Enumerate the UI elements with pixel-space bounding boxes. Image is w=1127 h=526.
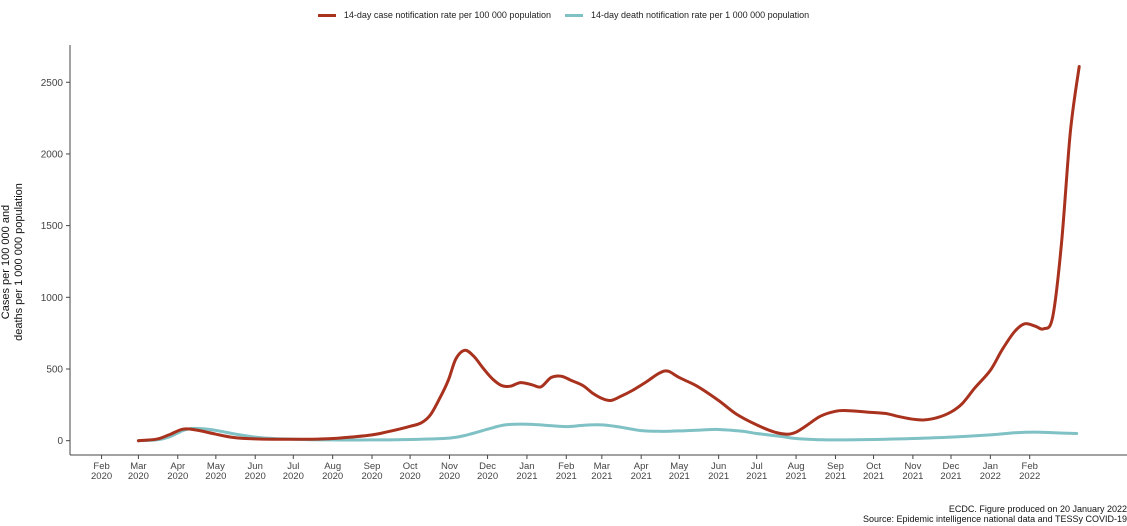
- x-tick-label: 2020: [439, 471, 460, 482]
- y-tick-label: 500: [46, 364, 63, 375]
- x-tick-label: Jun: [248, 461, 263, 472]
- x-tick-label: 2021: [669, 471, 690, 482]
- x-tick-label: 2021: [708, 471, 729, 482]
- y-tick-label: 1500: [41, 221, 64, 232]
- x-tick-label: 2020: [361, 471, 382, 482]
- y-tick-label: 2000: [41, 149, 64, 160]
- x-tick-label: Jun: [711, 461, 726, 472]
- legend-swatch-deaths: [564, 13, 583, 17]
- y-tick-label: 0: [57, 436, 63, 447]
- x-tick-label: 2020: [477, 471, 498, 482]
- x-tick-label: 2021: [940, 471, 961, 482]
- x-tick-label: Oct: [403, 461, 418, 472]
- x-tick-label: Apr: [634, 461, 649, 472]
- x-tick-label: 2020: [283, 471, 304, 482]
- x-tick-label: 2021: [786, 471, 807, 482]
- x-tick-label: 2022: [1019, 471, 1040, 482]
- x-tick-label: 2020: [167, 471, 188, 482]
- x-tick-label: Feb: [1022, 461, 1038, 472]
- x-tick-label: Oct: [866, 461, 881, 472]
- y-axis-label-line-2: deaths per 1 000 000 population: [13, 183, 25, 341]
- x-tick-label: 2021: [556, 471, 577, 482]
- legend-label-cases: 14-day case notification rate per 100 00…: [343, 10, 551, 20]
- x-tick-label: Jan: [983, 461, 998, 472]
- legend-label-deaths: 14-day death notification rate per 1 000…: [590, 10, 810, 20]
- source-line-2: Source: Epidemic intelligence national d…: [863, 514, 1127, 524]
- legend: 14-day case notification rate per 100 00…: [0, 10, 1127, 20]
- x-tick-label: 2022: [980, 471, 1001, 482]
- x-tick-label: 2021: [863, 471, 884, 482]
- x-tick-label: May: [670, 461, 688, 472]
- x-tick-label: 2021: [746, 471, 767, 482]
- x-tick-label: Aug: [788, 461, 805, 472]
- x-tick-label: 2020: [322, 471, 343, 482]
- x-tick-label: 2021: [591, 471, 612, 482]
- legend-item-cases: 14-day case notification rate per 100 00…: [317, 10, 551, 20]
- x-tick-label: 2021: [516, 471, 537, 482]
- x-tick-label: Feb: [558, 461, 574, 472]
- x-tick-label: Mar: [594, 461, 610, 472]
- x-tick-label: 2020: [91, 471, 112, 482]
- x-tick-label: May: [207, 461, 225, 472]
- x-tick-label: Dec: [479, 461, 496, 472]
- legend-item-deaths: 14-day death notification rate per 1 000…: [564, 10, 810, 20]
- x-tick-label: Sep: [364, 461, 381, 472]
- x-tick-label: 2020: [205, 471, 226, 482]
- x-tick-label: Jan: [519, 461, 534, 472]
- x-tick-label: Apr: [170, 461, 185, 472]
- x-tick-label: Jul: [751, 461, 763, 472]
- y-tick-label: 2500: [41, 78, 64, 89]
- series-group: [136, 65, 1081, 443]
- series-line-cases: [136, 65, 1081, 443]
- x-tick-label: Nov: [904, 461, 921, 472]
- x-tick-label: Aug: [324, 461, 341, 472]
- x-tick-label: 2021: [825, 471, 846, 482]
- y-axis-label: Cases per 100 000 and deaths per 1 000 0…: [0, 183, 26, 341]
- x-tick-label: 2020: [128, 471, 149, 482]
- x-tick-label: Mar: [130, 461, 146, 472]
- axes: 05001000150020002500Feb2020Mar2020Apr202…: [41, 45, 1127, 482]
- x-tick-label: Jul: [287, 461, 299, 472]
- x-tick-label: Sep: [827, 461, 844, 472]
- x-tick-label: Nov: [441, 461, 458, 472]
- x-tick-label: 2020: [400, 471, 421, 482]
- y-tick-label: 1000: [41, 293, 64, 304]
- x-tick-label: Feb: [93, 461, 109, 472]
- x-tick-label: 2021: [902, 471, 923, 482]
- series-line-deaths: [136, 422, 1079, 443]
- source-note: ECDC. Figure produced on 20 January 2022…: [863, 504, 1127, 524]
- x-tick-label: 2020: [245, 471, 266, 482]
- source-line-1: ECDC. Figure produced on 20 January 2022: [948, 504, 1127, 514]
- y-axis-label-line-1: Cases per 100 000 and: [0, 204, 12, 320]
- x-tick-label: Dec: [943, 461, 960, 472]
- x-tick-label: 2021: [631, 471, 652, 482]
- legend-swatch-cases: [317, 13, 336, 17]
